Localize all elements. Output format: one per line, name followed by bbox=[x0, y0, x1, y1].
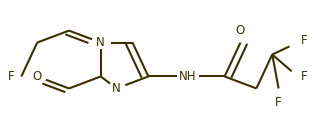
Text: F: F bbox=[8, 70, 15, 83]
Text: O: O bbox=[33, 70, 42, 83]
Text: N: N bbox=[112, 82, 121, 95]
Text: NH: NH bbox=[179, 70, 197, 83]
Text: O: O bbox=[236, 24, 245, 37]
Text: F: F bbox=[275, 96, 282, 109]
Text: F: F bbox=[301, 70, 308, 83]
Text: N: N bbox=[96, 36, 105, 49]
Text: F: F bbox=[301, 34, 308, 47]
